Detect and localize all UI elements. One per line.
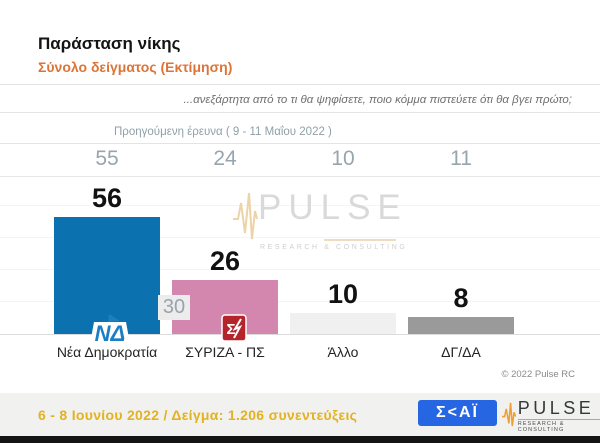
previous-value-other: 10	[331, 147, 355, 170]
bar-value-nd: 56	[91, 183, 123, 213]
pulse-logo-text: PULSE	[517, 398, 595, 418]
pulse-waveform-icon	[502, 402, 516, 427]
pulse-waveform-icon	[233, 192, 258, 240]
pulse-logo-subtext: RESEARCH & CONSULTING	[517, 419, 600, 433]
gridline	[0, 237, 600, 238]
divider	[0, 143, 600, 144]
bar-value-dkna: 8	[453, 283, 469, 313]
footer-band: 6 - 8 Ιουνίου 2022 / Δείγμα: 1.206 συνεν…	[0, 393, 600, 436]
bar-column-dkna: 8	[408, 177, 514, 334]
nea-dimokratia-logo-icon: ΝΔ	[90, 314, 130, 346]
bar-dkna	[408, 317, 514, 334]
bar-nd	[54, 217, 160, 334]
survey-question: ...ανεξάρτητα από το τι θα ψηφίσετε, ποι…	[183, 94, 572, 106]
svg-text:ΝΔ: ΝΔ	[95, 321, 126, 346]
bar-column-nd: 56	[54, 177, 160, 334]
watermark-text: PULSE	[258, 188, 408, 227]
gridline	[0, 301, 600, 302]
skai-logo: Σ<ΑΪ	[418, 400, 497, 426]
category-label-dkna: ΔΓ/ΔΑ	[441, 344, 481, 360]
category-label-syriza: ΣΥΡΙΖΑ - ΠΣ	[185, 344, 265, 360]
sample-subtitle: Σύνολο δείγματος (Εκτίμηση)	[38, 59, 233, 75]
gridline	[0, 205, 600, 206]
divider	[0, 112, 600, 113]
survey-date-sample: 6 - 8 Ιουνίου 2022 / Δείγμα: 1.206 συνεν…	[38, 406, 358, 423]
bottom-bar	[0, 436, 600, 443]
bar-column-other: 10	[290, 177, 396, 334]
watermark-subtext: RESEARCH & CONSULTING	[260, 244, 408, 251]
gridline	[0, 269, 600, 270]
category-label-nd: Νέα Δημοκρατία	[56, 344, 158, 360]
previous-value-nd: 55	[95, 147, 119, 170]
syriza-logo-icon: Σ	[221, 314, 247, 342]
previous-survey-label: Προηγούμενη έρευνα ( 9 - 11 Μαΐου 2022 )	[114, 126, 332, 138]
svg-text:Σ: Σ	[226, 321, 235, 338]
bar-value-syriza: 26	[209, 246, 241, 276]
pulse-logo: PULSE RESEARCH & CONSULTING	[502, 398, 600, 433]
previous-value-syriza: 24	[213, 147, 237, 170]
pulse-logo-text-stack: PULSE RESEARCH & CONSULTING	[517, 398, 600, 433]
pulse-watermark: PULSE RESEARCH & CONSULTING	[232, 188, 422, 251]
watermark-rule	[324, 239, 396, 241]
previous-value-dkna: 11	[450, 147, 472, 170]
category-label-other: Άλλο	[327, 344, 359, 360]
bar-value-other: 10	[327, 279, 359, 309]
divider	[0, 84, 600, 85]
bar-other	[290, 313, 396, 334]
difference-badge: 30	[158, 295, 190, 320]
page-title: Παράσταση νίκης	[38, 34, 181, 53]
copyright-note: © 2022 Pulse RC	[501, 369, 575, 380]
